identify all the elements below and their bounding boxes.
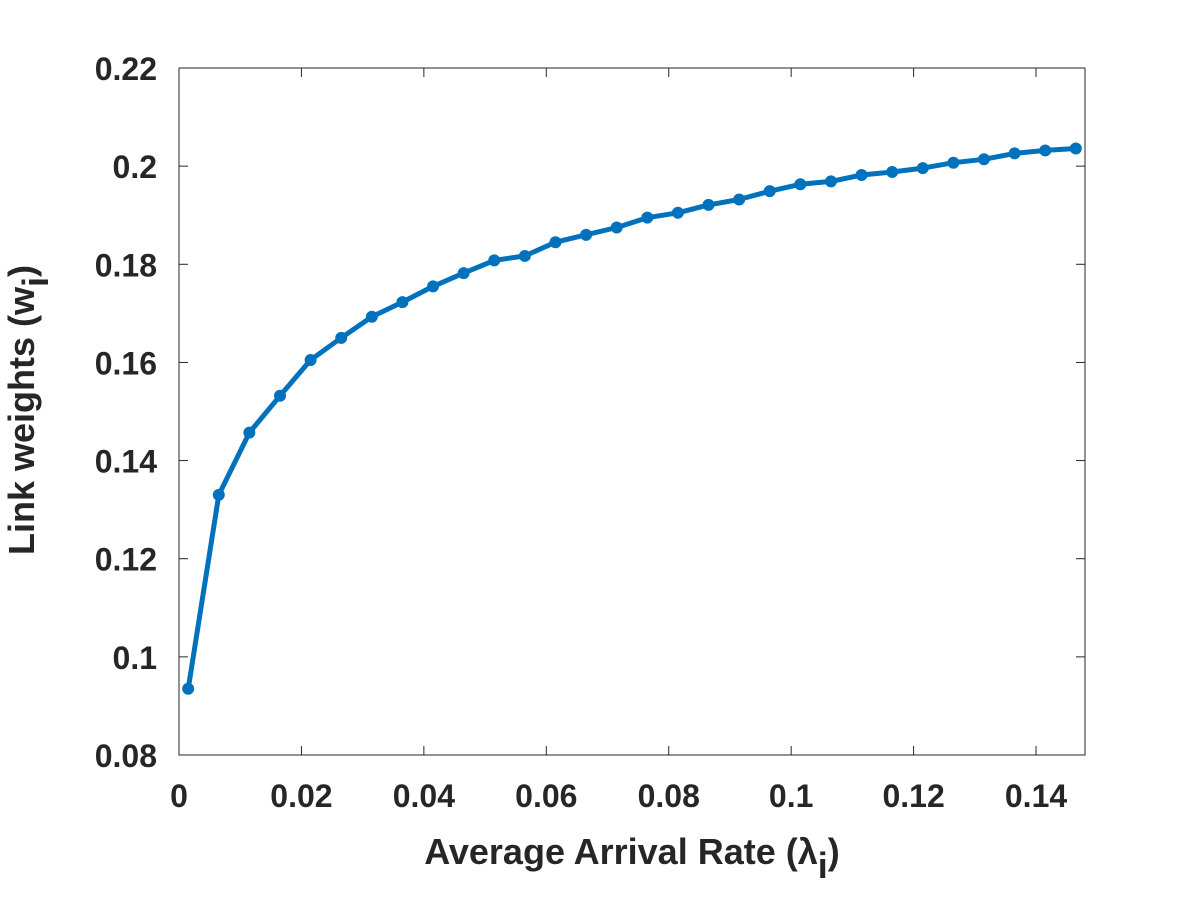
data-point <box>396 296 409 309</box>
series-line <box>185 146 1079 692</box>
x-tick-label: 0.1 <box>769 778 813 814</box>
y-tick-label: 0.14 <box>95 444 157 480</box>
x-tick-label: 0.12 <box>882 778 944 814</box>
data-point <box>610 221 623 234</box>
x-axis-ticks: 0 0.02 0.04 0.06 0.08 0.1 0.12 0.14 <box>170 68 1067 814</box>
data-point <box>855 168 868 181</box>
data-point <box>916 162 929 175</box>
data-point <box>212 488 225 501</box>
data-point <box>977 153 990 166</box>
x-tick-label: 0.02 <box>270 778 332 814</box>
y-tick-label: 0.22 <box>95 51 157 87</box>
x-tick-label: 0.04 <box>393 778 455 814</box>
data-point <box>365 310 378 323</box>
data-point <box>794 178 807 191</box>
data-point <box>733 193 746 206</box>
data-point <box>886 166 899 179</box>
x-tick-label: 0 <box>170 778 188 814</box>
data-point <box>580 228 593 241</box>
data-point <box>671 206 684 219</box>
y-tick-label: 0.16 <box>95 345 157 381</box>
data-point <box>427 280 440 293</box>
data-point <box>702 198 715 211</box>
x-axis-label: Average Arrival Rate (λi) <box>424 831 840 886</box>
data-point <box>243 426 256 439</box>
y-tick-label: 0.18 <box>95 247 157 283</box>
data-point <box>824 175 837 188</box>
series-group <box>182 142 1082 695</box>
data-point <box>274 389 287 402</box>
data-point <box>549 236 562 249</box>
y-tick-label: 0.2 <box>113 149 157 185</box>
data-point <box>763 185 776 198</box>
y-tick-label: 0.08 <box>95 738 157 774</box>
y-axis-label: Link weights (wi) <box>1 265 56 555</box>
data-point <box>304 353 317 366</box>
data-point <box>182 682 195 695</box>
data-point <box>1008 147 1021 160</box>
data-point <box>947 156 960 169</box>
data-point <box>518 249 531 262</box>
data-point <box>488 254 501 267</box>
data-point <box>457 267 470 280</box>
data-point <box>641 211 654 224</box>
x-tick-label: 0.06 <box>515 778 577 814</box>
plot-area-border <box>178 67 1086 756</box>
data-point <box>1069 142 1082 155</box>
data-point <box>1039 144 1052 157</box>
x-tick-label: 0.14 <box>1005 778 1067 814</box>
plot-frame <box>178 67 1086 756</box>
y-tick-label: 0.1 <box>113 640 157 676</box>
y-tick-label: 0.12 <box>95 542 157 578</box>
x-tick-label: 0.08 <box>638 778 700 814</box>
data-point <box>335 331 348 344</box>
y-axis-ticks: 0.08 0.1 0.12 0.14 0.16 0.18 0.2 0.22 <box>95 51 1085 774</box>
